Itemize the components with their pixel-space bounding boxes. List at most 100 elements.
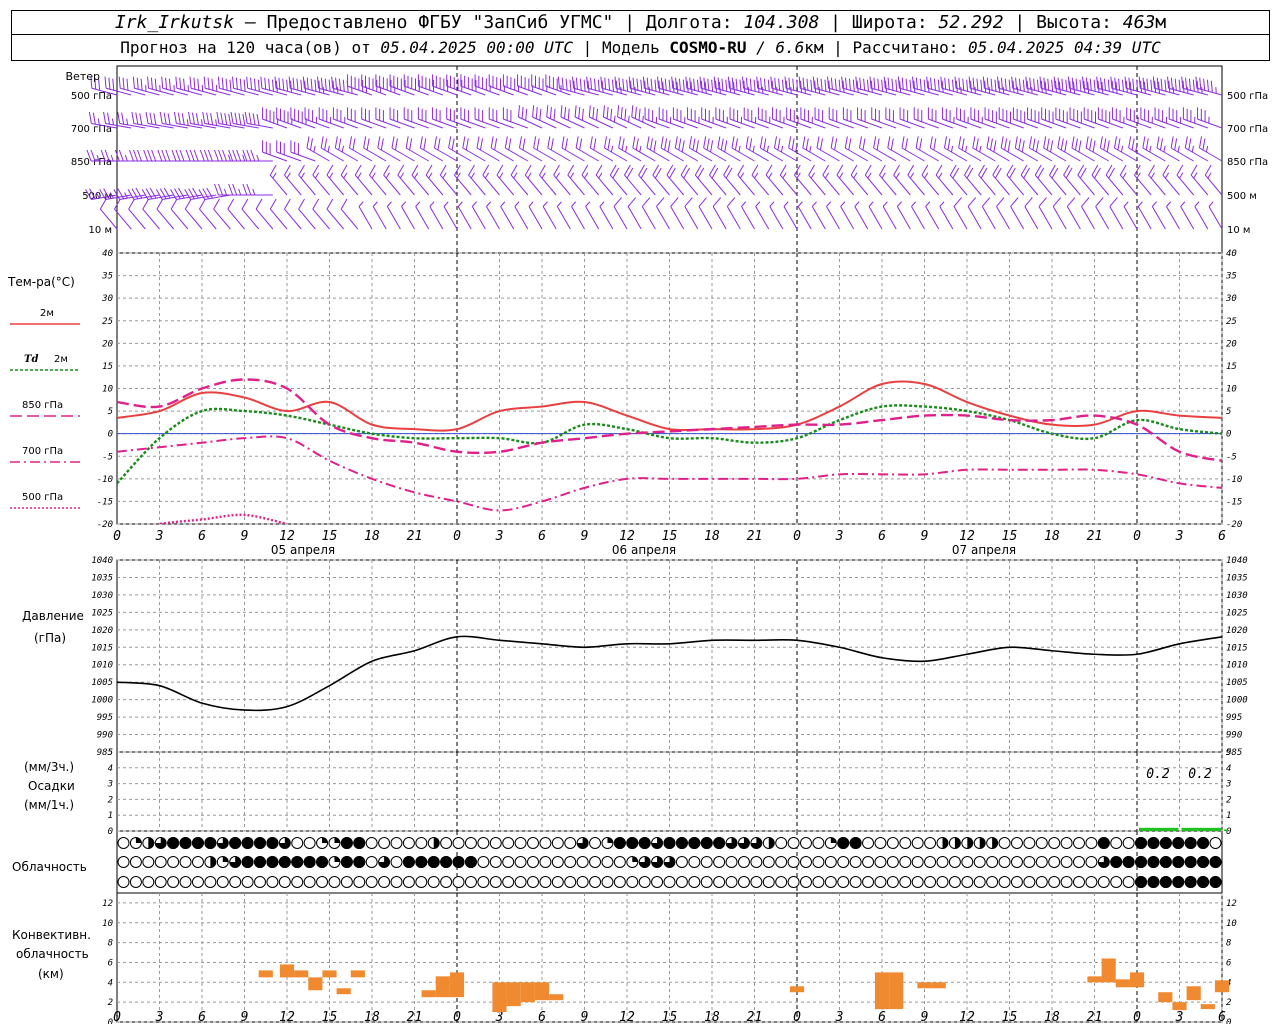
wind-barb	[756, 76, 783, 96]
x-tick-label-temp: 0	[1133, 529, 1141, 544]
y-tick-right: 1020	[1226, 626, 1248, 636]
cloud-symbol	[191, 876, 204, 888]
cloud-symbol	[415, 837, 428, 849]
wind-level-left: 500 гПа	[71, 91, 112, 102]
y-tick-right: 0	[1226, 827, 1231, 837]
wind-barb	[118, 76, 146, 96]
wind-barb	[899, 107, 925, 129]
cloud-symbol	[675, 837, 688, 849]
conv-bar	[506, 982, 521, 1007]
wind-barb	[1109, 197, 1124, 230]
wind-barb	[571, 201, 585, 230]
wind-barb	[320, 136, 344, 162]
wind-barb	[159, 111, 188, 129]
x-tick-label-conv: 6	[878, 1010, 886, 1024]
cloud-symbol	[564, 837, 577, 849]
wind-barb	[312, 164, 330, 196]
cloud-symbol	[167, 856, 180, 868]
wind-barb	[128, 198, 146, 230]
wind-barb	[572, 76, 599, 96]
x-tick-label-conv: 9	[921, 1010, 929, 1024]
cloud-symbol	[998, 837, 1011, 849]
x-tick-label-conv: 12	[279, 1010, 295, 1024]
cloud-symbol	[527, 876, 539, 888]
wind-barb	[1077, 164, 1095, 196]
cloud-symbol	[589, 876, 602, 888]
wind-barb	[998, 107, 1024, 129]
wind-barb	[868, 201, 883, 230]
wind-barb	[545, 74, 571, 96]
wind-barb	[1154, 107, 1180, 129]
wind-barb	[772, 107, 798, 129]
wind-barb	[99, 198, 118, 230]
wind-barb	[1027, 107, 1053, 129]
cloud-symbol	[502, 876, 515, 888]
wind-barb	[897, 76, 925, 96]
cloud-symbol	[266, 837, 279, 849]
precip-title: Осадки	[28, 779, 75, 793]
y-tick-right: -15	[1226, 497, 1242, 507]
wind-barb	[811, 201, 826, 230]
cloud-symbol	[1085, 856, 1098, 868]
wind-barb	[1057, 136, 1081, 162]
x-tick-label-conv: 0	[793, 1010, 801, 1024]
wind-barb	[298, 198, 316, 230]
wind-barb	[828, 107, 854, 129]
wind-barb	[88, 111, 118, 129]
wind-barb	[624, 164, 642, 196]
x-tick-label-conv: 15	[322, 1010, 338, 1024]
lat-value: 52.292	[938, 12, 1004, 33]
cloud-symbol	[961, 837, 974, 849]
wind-barbs-layer: 500 гПа 700 гПа 850 гПа 500 м 10 м 500 гПа 700…	[71, 74, 1268, 236]
cloud-symbol	[1147, 856, 1160, 868]
cloud-symbol	[1060, 856, 1073, 868]
wind-barb	[1096, 76, 1123, 96]
wind-barb	[317, 76, 344, 96]
cloud-symbol	[1209, 837, 1222, 849]
y-tick-right: 8	[1226, 939, 1231, 949]
x-tick-label-conv: 21	[747, 1010, 763, 1024]
cloud-symbol	[725, 837, 738, 849]
cloud-symbol	[278, 837, 291, 849]
wind-barb	[911, 201, 925, 230]
wind-level-left: 500 м	[82, 191, 112, 202]
cloud-symbol	[961, 856, 974, 868]
y-tick-right: 990	[1226, 731, 1242, 741]
cloud-symbol	[601, 837, 614, 849]
cloud-symbol	[316, 876, 329, 888]
cloud-symbol	[924, 876, 937, 888]
wind-barb	[715, 107, 741, 129]
precip-unit-bottom: (мм/1ч.)	[24, 798, 74, 812]
wind-barb	[476, 136, 500, 162]
wind-barb	[967, 197, 982, 230]
wind-barb	[284, 198, 302, 230]
cloud-symbol	[713, 876, 726, 888]
cloud-symbol	[787, 837, 800, 849]
wind-barb	[347, 107, 373, 129]
wind-barb	[471, 201, 486, 230]
y-tick-left: 8	[108, 939, 113, 949]
wind-barb	[709, 164, 727, 196]
wind-barb	[457, 201, 472, 230]
cloud-symbol	[924, 856, 937, 868]
wind-barb	[609, 164, 628, 196]
x-tick-label-conv: 21	[1087, 1010, 1103, 1024]
cloud-symbol	[1073, 876, 1085, 888]
legend-td-lbl: 2м	[54, 354, 68, 365]
y-tick-left: 1000	[91, 696, 113, 706]
conv-bar	[1101, 958, 1116, 983]
cloud-symbol	[638, 856, 651, 868]
wind-barb	[276, 140, 302, 162]
cloud-symbol	[800, 876, 812, 888]
wind-barb	[417, 74, 444, 96]
legend-t500: 500 гПа	[22, 492, 63, 503]
wind-barb	[1053, 76, 1081, 96]
wind-barb	[334, 136, 359, 162]
cloud-symbol	[1010, 837, 1023, 849]
wind-barb	[1138, 76, 1166, 96]
cloud-symbol	[1184, 856, 1197, 868]
wind-barb	[684, 197, 699, 230]
cloud-symbol	[452, 837, 465, 849]
wind-barb	[1176, 164, 1195, 196]
wind-barb	[1110, 76, 1138, 96]
